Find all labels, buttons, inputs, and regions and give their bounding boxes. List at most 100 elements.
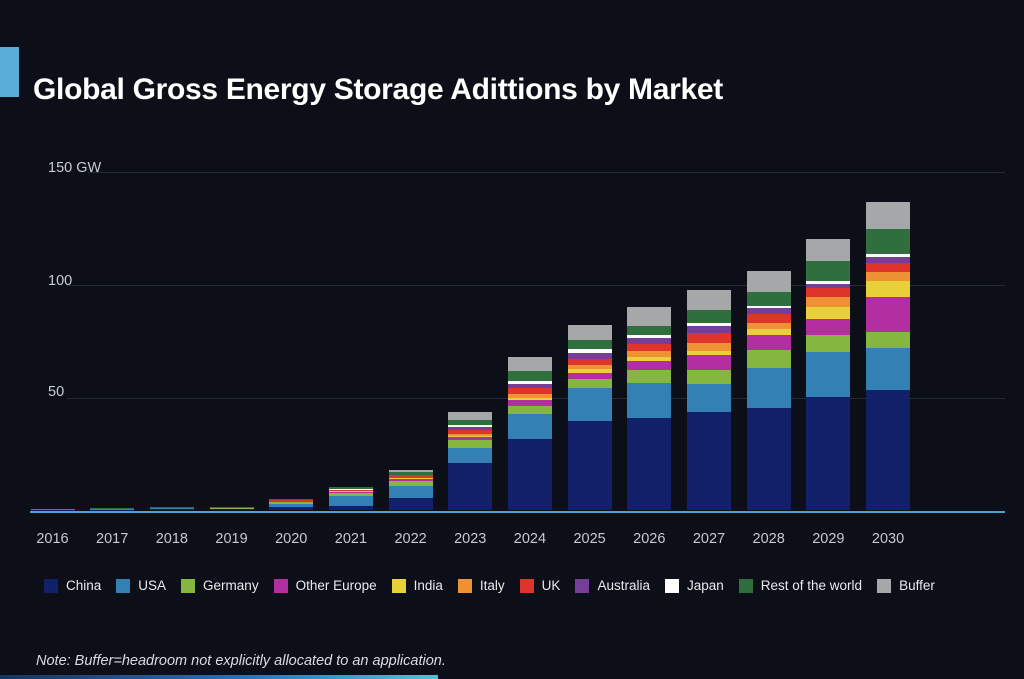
legend-item-china: China [44,578,101,593]
segment-other-europe [328,491,373,493]
x-axis-label-2022: 2022 [394,531,427,547]
x-axis-label-2017: 2017 [96,531,129,547]
title-accent-block [0,47,19,97]
segment-japan [507,380,552,385]
segment-rest-of-the-world [567,340,612,350]
legend-item-australia: Australia [575,578,650,593]
x-axis-label-2023: 2023 [454,531,487,547]
segment-italy [627,351,672,357]
segment-india [686,351,731,356]
segment-india [448,436,493,438]
segment-germany [328,492,373,496]
bar-2030 [866,201,911,510]
segment-rest-of-the-world [686,309,731,323]
segment-china [627,417,672,510]
segment-rest-of-the-world [388,472,433,475]
segment-uk [746,313,791,323]
segment-india [507,398,552,401]
segment-china [507,439,552,510]
segment-australia [627,338,672,345]
segment-china [30,509,75,510]
segment-australia [388,474,433,476]
segment-india [866,281,911,298]
segment-other-europe [269,501,314,503]
legend-swatch-japan [664,578,679,593]
x-axis-label-2021: 2021 [334,531,368,547]
x-axis-label-2024: 2024 [513,531,547,547]
legend-swatch-rest-of-the-world [738,578,753,593]
segment-china [806,396,851,510]
legend-swatch-india [391,578,406,593]
segment-usa [746,368,791,409]
x-axis-baseline [30,511,1005,513]
segment-india [388,478,433,479]
segment-other-europe [866,297,911,333]
segment-china [686,412,731,510]
legend-swatch-usa [116,578,131,593]
segment-buffer [507,356,552,371]
segment-japan [686,322,731,326]
legend-item-other-europe: Other Europe [273,578,377,593]
segment-germany [746,350,791,369]
segment-germany [448,439,493,448]
legend-swatch-uk [519,578,534,593]
x-axis-label-2018: 2018 [155,531,188,547]
segment-china [149,509,194,510]
y-axis-label-100: 100 [48,273,73,289]
legend-label-buffer: Buffer [899,578,935,593]
segment-india [627,356,672,362]
segment-italy [328,490,373,492]
bottom-accent-bar [0,675,438,679]
gridline-150 [88,172,1005,173]
segment-australia [806,284,851,289]
page-title: Global Gross Energy Storage Adittions by… [33,73,723,107]
segment-rest-of-the-world [149,506,194,508]
segment-other-europe [567,372,612,380]
segment-buffer [388,469,433,473]
segment-germany [507,406,552,414]
legend-swatch-germany [181,578,196,593]
segment-usa [30,509,75,510]
segment-germany [149,507,194,509]
segment-usa [209,508,254,510]
segment-usa [388,486,433,499]
bar-2016 [30,508,75,510]
segment-japan [567,349,612,353]
bar-2028 [746,270,791,510]
legend-label-australia: Australia [597,578,650,593]
legend-item-usa: USA [116,578,166,593]
x-axis-label-2026: 2026 [633,531,666,547]
segment-buffer [866,201,911,229]
segment-germany [866,332,911,348]
segment-buffer [806,239,851,262]
segment-china [567,421,612,510]
segment-other-europe [507,400,552,407]
bar-2029 [806,239,851,510]
segment-rest-of-the-world [627,325,672,336]
segment-rest-of-the-world [866,228,911,255]
legend: China USA Germany Other Europe India Italy UK A… [44,578,994,593]
segment-uk [866,263,911,273]
segment-buffer [567,325,612,341]
segment-usa [149,508,194,510]
bar-2019 [209,507,254,510]
segment-australia [567,352,612,359]
legend-label-usa: USA [138,578,167,593]
bar-2026 [627,306,672,510]
segment-usa [448,447,493,463]
bar-2027 [686,289,731,510]
segment-uk [686,333,731,344]
bar-2023 [448,412,493,510]
x-axis-label-2027: 2027 [692,531,726,547]
x-axis-label-2020: 2020 [275,531,308,547]
segment-italy [507,394,552,399]
bar-2017 [90,508,135,510]
segment-rest-of-the-world [269,499,314,500]
segment-usa [269,503,314,508]
bar-2018 [149,506,194,510]
legend-label-uk: UK [541,578,561,593]
segment-india [746,328,791,336]
x-axis-label-2030: 2030 [871,531,905,547]
segment-italy [866,272,911,282]
